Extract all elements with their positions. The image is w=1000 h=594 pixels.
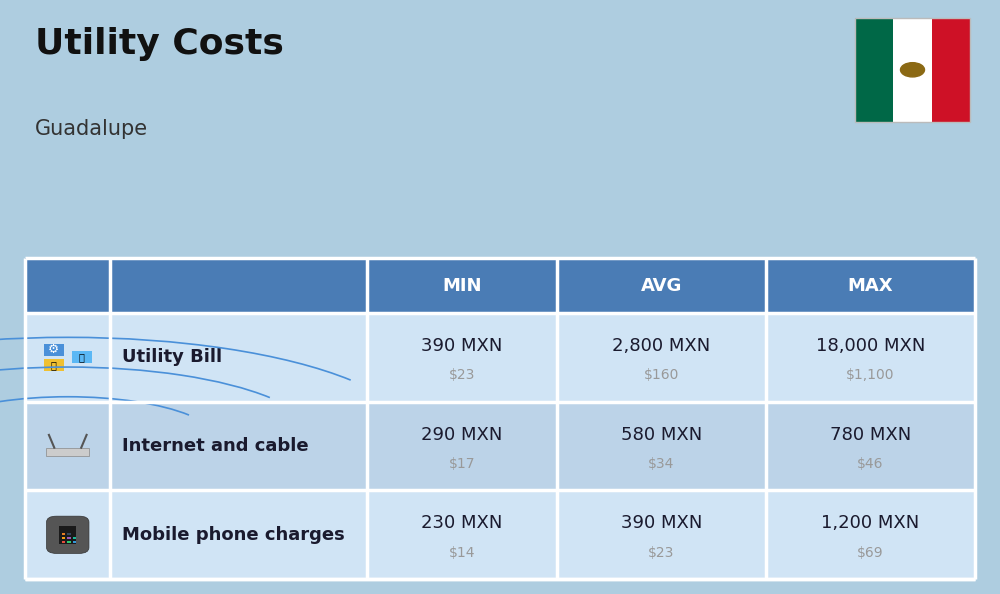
Bar bbox=[67, 541, 71, 544]
Bar bbox=[25, 258, 975, 313]
Bar bbox=[25, 491, 975, 579]
Bar bbox=[893, 18, 932, 122]
Text: MIN: MIN bbox=[442, 277, 482, 295]
Bar bbox=[46, 448, 89, 456]
Text: $17: $17 bbox=[449, 457, 475, 471]
Text: $1,100: $1,100 bbox=[846, 368, 895, 382]
Bar bbox=[73, 541, 76, 544]
Text: 1,200 MXN: 1,200 MXN bbox=[821, 514, 920, 532]
Bar bbox=[62, 541, 65, 544]
Bar bbox=[73, 537, 76, 539]
Text: 230 MXN: 230 MXN bbox=[421, 514, 503, 532]
Text: $69: $69 bbox=[857, 545, 884, 560]
Text: $160: $160 bbox=[644, 368, 679, 382]
Bar bbox=[855, 18, 893, 122]
Text: $14: $14 bbox=[449, 545, 475, 560]
Bar bbox=[62, 537, 65, 539]
Bar bbox=[932, 18, 970, 122]
Text: $34: $34 bbox=[648, 457, 675, 471]
Bar bbox=[72, 351, 92, 364]
Text: MAX: MAX bbox=[848, 277, 893, 295]
Text: 2,800 MXN: 2,800 MXN bbox=[612, 337, 711, 355]
Bar bbox=[44, 344, 64, 356]
Bar bbox=[25, 402, 975, 491]
Bar bbox=[44, 359, 64, 371]
Text: 780 MXN: 780 MXN bbox=[830, 425, 911, 444]
Text: Internet and cable: Internet and cable bbox=[122, 437, 309, 455]
Text: 🔌: 🔌 bbox=[51, 360, 57, 370]
Text: 580 MXN: 580 MXN bbox=[621, 425, 702, 444]
Text: Utility Bill: Utility Bill bbox=[122, 349, 223, 366]
Text: ⚙: ⚙ bbox=[48, 343, 59, 356]
Text: $46: $46 bbox=[857, 457, 884, 471]
Text: 18,000 MXN: 18,000 MXN bbox=[816, 337, 925, 355]
FancyBboxPatch shape bbox=[47, 516, 89, 554]
Bar bbox=[855, 18, 970, 122]
Text: AVG: AVG bbox=[641, 277, 682, 295]
Text: 390 MXN: 390 MXN bbox=[421, 337, 503, 355]
Text: $23: $23 bbox=[648, 545, 675, 560]
Text: Utility Costs: Utility Costs bbox=[35, 27, 284, 61]
Bar bbox=[67, 537, 71, 539]
Circle shape bbox=[900, 62, 924, 77]
Text: 🚿: 🚿 bbox=[79, 352, 85, 362]
Text: 290 MXN: 290 MXN bbox=[421, 425, 503, 444]
Bar bbox=[25, 313, 975, 402]
Bar bbox=[59, 526, 76, 545]
Text: Mobile phone charges: Mobile phone charges bbox=[122, 526, 345, 544]
Text: $23: $23 bbox=[449, 368, 475, 382]
Text: Guadalupe: Guadalupe bbox=[35, 119, 148, 139]
Bar bbox=[62, 533, 65, 535]
Text: 390 MXN: 390 MXN bbox=[621, 514, 702, 532]
Bar bbox=[67, 533, 71, 535]
